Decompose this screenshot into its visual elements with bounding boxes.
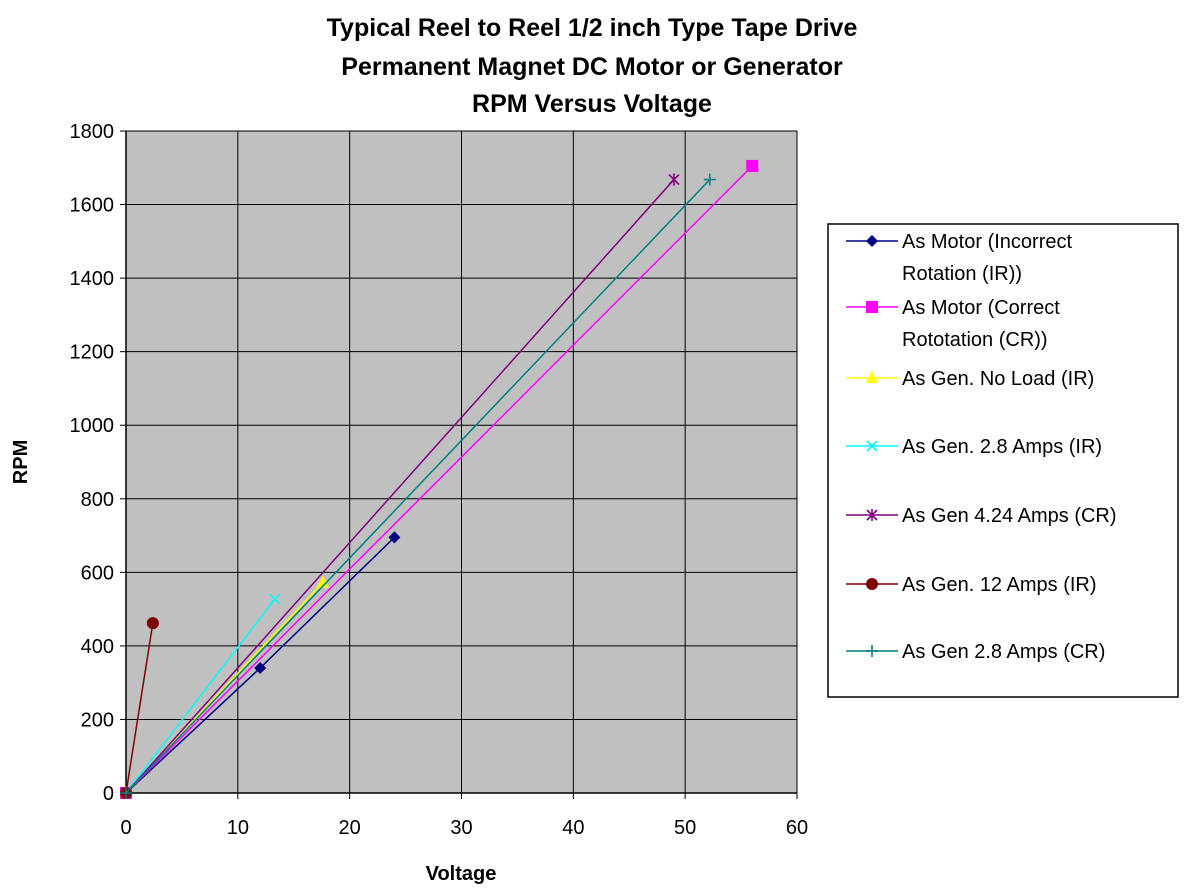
- data-point: [269, 593, 281, 605]
- chart-subtitle-line-2: RPM Versus Voltage: [472, 90, 712, 118]
- y-tick-label: 1800: [70, 121, 115, 143]
- x-tick-labels: 0 10 20 30 40 50 60: [120, 817, 808, 839]
- series-line: [125, 179, 675, 794]
- legend-entry: As Gen. No Load (IR): [846, 368, 1094, 390]
- y-tick-label: 0: [103, 783, 114, 805]
- legend-entry: As Gen 2.8 Amps (CR): [846, 641, 1105, 663]
- y-tick-label: 600: [81, 562, 114, 584]
- x-tick-label: 20: [339, 817, 361, 839]
- legend-label: As Motor (Incorrect: [902, 231, 1072, 253]
- legend-entry: As Gen 4.24 Amps (CR): [846, 505, 1117, 527]
- x-tick-label: 0: [120, 817, 131, 839]
- y-tick-label: 1600: [70, 195, 115, 217]
- data-point: [146, 617, 159, 630]
- series-7: [120, 173, 716, 799]
- legend-swatch-marker: [866, 645, 878, 657]
- y-tick-label: 200: [81, 709, 114, 731]
- legend-swatch-marker: [866, 509, 878, 521]
- y-tick-label: 1000: [70, 415, 115, 437]
- legend-entry: As Gen. 12 Amps (IR): [846, 574, 1097, 596]
- legend-label: As Motor (Correct: [902, 297, 1060, 319]
- legend-swatch-marker: [866, 578, 878, 590]
- series-line: [125, 165, 753, 794]
- chart-title: Typical Reel to Reel 1/2 inch Type Tape …: [327, 14, 858, 42]
- legend-label: As Gen. No Load (IR): [902, 368, 1094, 390]
- legend-swatch-marker: [866, 440, 878, 452]
- x-axis-title: Voltage: [426, 863, 497, 885]
- legend-label: As Gen 4.24 Amps (CR): [902, 505, 1117, 527]
- legend-label: Rotation (IR)): [902, 263, 1022, 285]
- gridlines: [126, 130, 798, 793]
- data-point: [120, 787, 132, 799]
- legend-label: As Gen. 2.8 Amps (IR): [902, 436, 1102, 458]
- y-tick-labels: 0 200 400 600 800 1000 1200 1400 1600 1800: [70, 121, 115, 805]
- legend-swatch-marker: [866, 371, 878, 383]
- series-line: [125, 179, 711, 794]
- chart-subtitle-line-1: Permanent Magnet DC Motor or Generator: [341, 53, 843, 81]
- legend-entry: As Gen. 2.8 Amps (IR): [846, 436, 1102, 458]
- y-tick-label: 1400: [70, 268, 115, 290]
- series-line: [125, 598, 276, 794]
- legend-swatch-marker: [866, 235, 878, 247]
- y-axis-title: RPM: [10, 440, 32, 484]
- x-tick-label: 40: [562, 817, 584, 839]
- legend-label: As Gen. 12 Amps (IR): [902, 574, 1097, 596]
- y-tick-label: 400: [81, 636, 114, 658]
- legend-swatch-marker: [866, 301, 878, 313]
- legend-entry: As Motor (Correct Rototation (CR)): [846, 297, 1060, 351]
- legend-label: Rototation (CR)): [902, 329, 1048, 351]
- y-tick-label: 800: [81, 489, 114, 511]
- data-point: [703, 173, 716, 186]
- data-point: [388, 531, 401, 544]
- data-point: [316, 575, 329, 588]
- series-group: [120, 159, 759, 799]
- x-tick-label: 60: [786, 817, 808, 839]
- data-point: [746, 159, 759, 172]
- x-tick-label: 30: [450, 817, 472, 839]
- data-point: [254, 661, 267, 674]
- legend-entry: As Motor (Incorrect Rotation (IR)): [846, 231, 1072, 285]
- series-line: [125, 622, 154, 794]
- legend-label: As Gen 2.8 Amps (CR): [902, 641, 1105, 663]
- axes: [120, 130, 798, 799]
- x-tick-label: 50: [674, 817, 696, 839]
- data-point: [668, 173, 680, 186]
- y-tick-label: 1200: [70, 342, 115, 364]
- x-tick-label: 10: [227, 817, 249, 839]
- legend-box: [827, 223, 1179, 698]
